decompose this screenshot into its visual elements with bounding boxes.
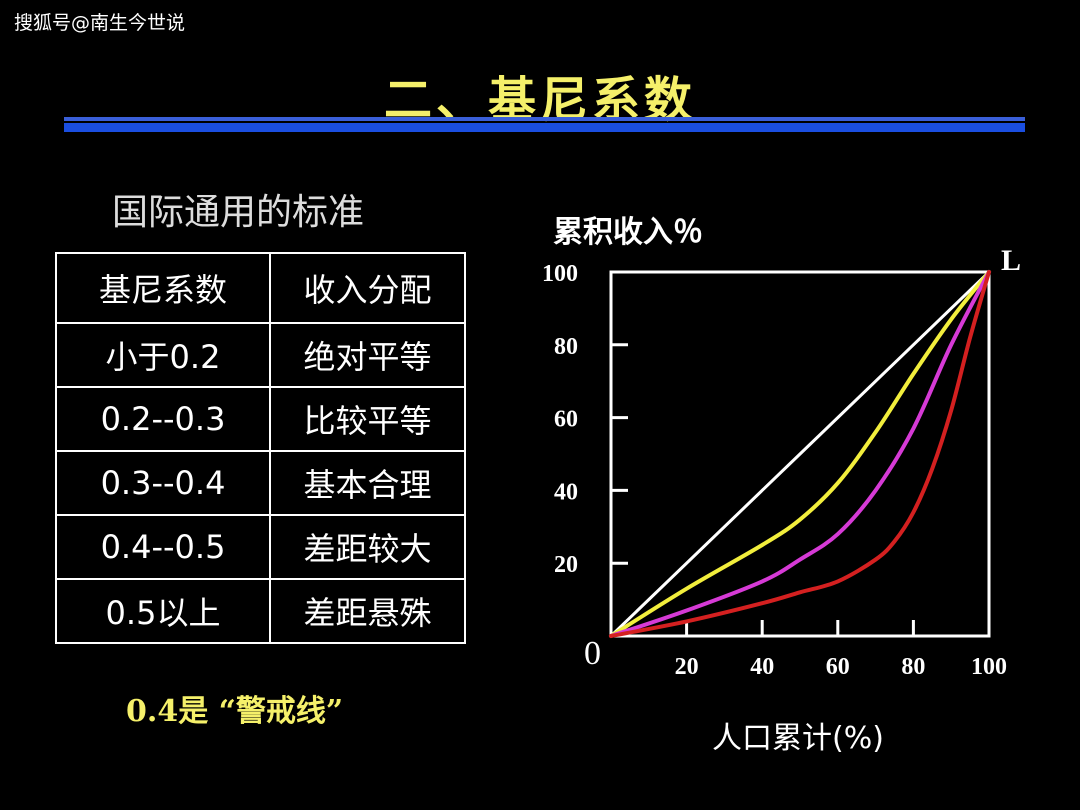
x-tick-label: 100 — [971, 654, 1007, 680]
x-tick-label: 20 — [675, 654, 699, 680]
table-caption: 国际通用的标准 — [112, 192, 365, 233]
table-row: 0.2--0.3 比较平等 — [55, 386, 466, 452]
table-header-row: 基尼系数 收入分配 — [55, 252, 466, 324]
cell: 0.4--0.5 — [55, 514, 271, 580]
header-cell: 收入分配 — [269, 252, 466, 324]
y-tick-label: 100 — [542, 261, 578, 287]
y-tick-label: 60 — [554, 407, 578, 433]
x-tick-label: 80 — [901, 654, 925, 680]
x-axis-label: 人口累计(%) — [712, 721, 884, 756]
cell: 0.3--0.4 — [55, 450, 271, 516]
x-tick-label: 60 — [826, 654, 850, 680]
plot-frame — [609, 270, 991, 638]
table-row: 0.3--0.4 基本合理 — [55, 450, 466, 516]
y-tick-label: 20 — [554, 552, 578, 578]
table-row: 0.5以上 差距悬殊 — [55, 578, 466, 644]
header-cell: 基尼系数 — [55, 252, 271, 324]
corner-label: L — [1001, 244, 1021, 277]
y-tick-label: 40 — [554, 479, 578, 505]
cell: 比较平等 — [269, 386, 466, 452]
table-row: 0.4--0.5 差距较大 — [55, 514, 466, 580]
gini-standard-table: 基尼系数 收入分配 小于0.2 绝对平等 0.2--0.3 比较平等 0.3--0.… — [55, 252, 466, 644]
cell: 基本合理 — [269, 450, 466, 516]
cell: 差距悬殊 — [269, 578, 466, 644]
cell: 差距较大 — [269, 514, 466, 580]
table-row: 小于0.2 绝对平等 — [55, 322, 466, 388]
cell: 绝对平等 — [269, 322, 466, 388]
origin-label: 0 — [584, 635, 601, 672]
title-underline-thick — [64, 123, 1025, 132]
warning-line-note: 0.4是 “警戒线” — [126, 694, 344, 729]
watermark: 搜狐号@南生今世说 — [14, 12, 186, 34]
curve-yellow — [609, 270, 991, 638]
y-tick-label: 80 — [554, 334, 578, 360]
cell: 0.5以上 — [55, 578, 271, 644]
cell: 小于0.2 — [55, 322, 271, 388]
curve-red — [609, 270, 991, 638]
cell: 0.2--0.3 — [55, 386, 271, 452]
x-tick-label: 40 — [750, 654, 774, 680]
curve-equality — [609, 270, 991, 638]
y-axis-label: 累积收入％ — [553, 215, 703, 250]
title-underline-thin — [64, 117, 1025, 121]
curve-magenta — [609, 270, 991, 638]
